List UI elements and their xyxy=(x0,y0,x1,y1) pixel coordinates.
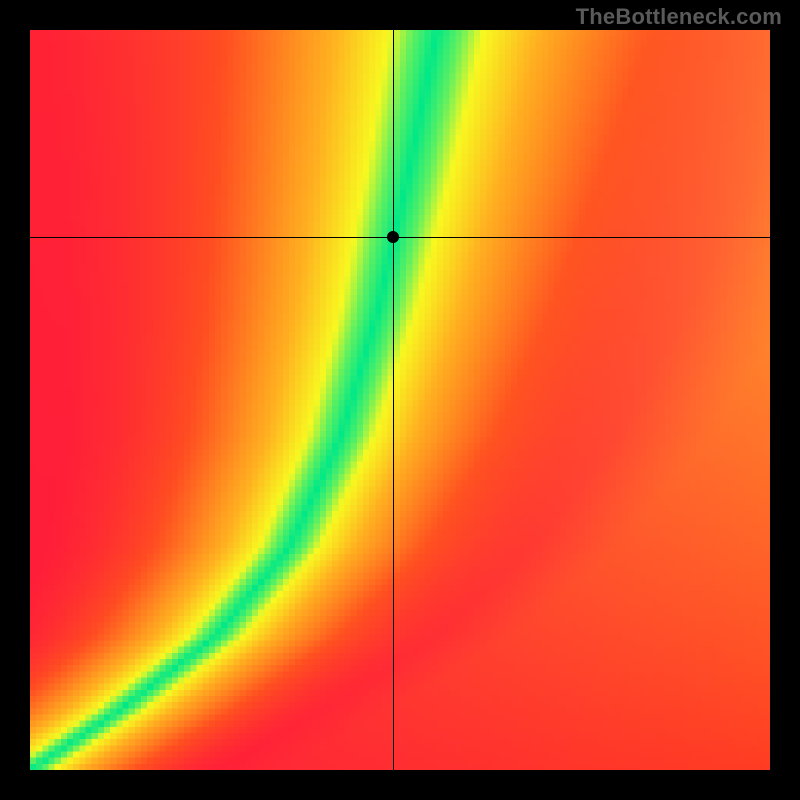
crosshair-vertical xyxy=(393,30,394,770)
watermark-text: TheBottleneck.com xyxy=(576,4,782,30)
crosshair-marker xyxy=(387,231,399,243)
heatmap-plot xyxy=(30,30,770,770)
heatmap-canvas xyxy=(30,30,770,770)
crosshair-horizontal xyxy=(30,237,770,238)
